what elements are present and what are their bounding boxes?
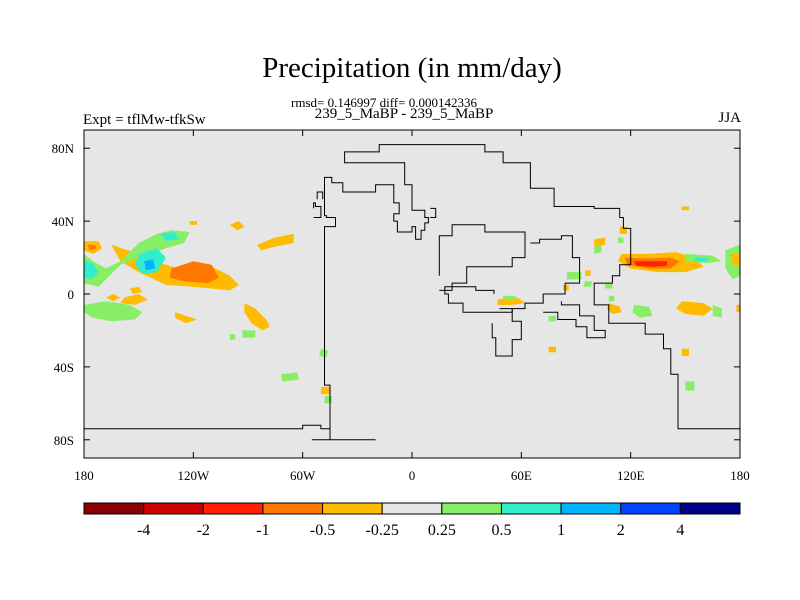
coastline-5 [491, 308, 522, 357]
coastline-7 [313, 202, 322, 218]
coastline-4 [444, 235, 581, 313]
coastline-8 [316, 191, 324, 200]
precip-region-15 [244, 303, 270, 331]
precip-region-8 [84, 261, 99, 280]
colorbar-swatch [381, 502, 443, 515]
precip-region-49 [681, 348, 689, 356]
x-tick-label: 120E [617, 468, 645, 483]
colorbar-swatch [202, 502, 264, 515]
precip-region-10 [144, 259, 156, 271]
chart-title: Precipitation (in mm/day) [262, 52, 562, 84]
y-tick-label: 0 [68, 287, 75, 302]
precip-region-37 [594, 244, 602, 254]
precip-regions [84, 206, 740, 404]
colorbar-label: -0.5 [310, 522, 335, 539]
colorbar-label: 0.25 [428, 522, 456, 539]
precip-region-48 [548, 346, 556, 353]
precip-region-1 [169, 261, 219, 284]
precip-region-51 [681, 206, 689, 211]
experiment-label: Expt = tflMw-tfkSw [83, 112, 206, 128]
precip-region-4 [84, 301, 143, 322]
colorbar-swatch [322, 502, 383, 515]
y-tick-label: 80S [54, 433, 74, 448]
x-tick-label: 0 [409, 468, 416, 483]
coastline-1 [84, 424, 330, 430]
y-axis: 80N 40N 0 40S 80S [52, 141, 740, 448]
colorbar-label: -1 [256, 522, 269, 539]
x-tick-label: 180 [730, 468, 750, 483]
precip-region-30 [607, 303, 622, 314]
precip-region-17 [242, 330, 256, 338]
precip-region-21 [324, 396, 332, 404]
coastline-9 [430, 207, 437, 218]
colorbar-swatch [441, 502, 502, 515]
precip-region-35 [566, 272, 582, 280]
colorbar: -4 -2 -1 -0.5 -0.25 0.25 0.5 1 2 4 [83, 502, 741, 539]
chart-subtitle: 239_5_MaBP - 239_5_MaBP [314, 106, 494, 122]
colorbar-label: -4 [137, 522, 150, 539]
precip-region-22 [229, 334, 236, 340]
precip-region-20 [320, 386, 330, 395]
precip-region-11 [160, 232, 179, 242]
precip-region-18 [280, 372, 299, 382]
precip-region-41 [583, 281, 593, 287]
season-label: JJA [718, 110, 741, 126]
precip-region-47 [548, 315, 556, 322]
precip-region-42 [563, 284, 569, 291]
plot-background [84, 130, 740, 458]
colorbar-label: 1 [557, 522, 565, 539]
precip-region-33 [712, 304, 722, 318]
x-tick-label: 60W [290, 468, 316, 483]
colorbar-swatch [262, 502, 324, 515]
colorbar-swatch [679, 502, 741, 515]
precip-region-34 [736, 304, 740, 313]
precip-region-12 [257, 233, 294, 251]
precip-region-39 [617, 237, 624, 243]
y-tick-label: 40S [54, 360, 74, 375]
coastline-0 [324, 144, 741, 440]
colorbar-label: -2 [197, 522, 210, 539]
colorbar-swatch [620, 502, 681, 515]
colorbar-swatch [560, 502, 622, 515]
precip-region-25 [634, 261, 668, 267]
precip-region-14 [129, 286, 143, 294]
precip-region-32 [676, 301, 713, 316]
colorbar-swatch [83, 502, 145, 515]
precip-region-2 [120, 294, 148, 305]
colorbar-swatch [500, 502, 562, 515]
colorbar-label: 0.5 [491, 522, 511, 539]
precip-region-44 [608, 295, 615, 302]
colorbar-swatch [143, 502, 204, 515]
precip-region-50 [685, 381, 695, 391]
continent-outlines [84, 144, 741, 441]
precip-region-46 [503, 295, 516, 300]
precip-region-52 [189, 221, 197, 225]
x-tick-label: 180 [74, 468, 94, 483]
precip-region-40 [585, 270, 591, 276]
precip-region-27 [694, 257, 708, 262]
x-tick-label: 120W [177, 468, 210, 483]
x-tick-label: 60E [511, 468, 532, 483]
colorbar-label: 4 [676, 522, 684, 539]
x-axis: 180 120W 60W 0 60E 120E 180 [74, 130, 750, 483]
precip-region-29 [730, 253, 740, 267]
colorbar-label: -0.25 [366, 522, 399, 539]
precip-region-31 [632, 304, 653, 318]
colorbar-label: 2 [617, 522, 625, 539]
precip-region-16 [175, 312, 197, 324]
coastline-3 [438, 224, 526, 291]
precip-region-13 [229, 221, 245, 231]
stats-line: rmsd= 0.146997 diff= 0.000142336 [291, 95, 477, 110]
precip-region-7 [84, 230, 190, 287]
y-tick-label: 40N [52, 214, 75, 229]
precip-region-6 [87, 244, 97, 251]
precip-region-3 [105, 294, 121, 302]
precip-region-36 [594, 237, 606, 247]
precip-region-43 [605, 283, 613, 289]
precip-region-19 [319, 348, 329, 358]
y-tick-label: 80N [52, 141, 75, 156]
coastline-6 [543, 301, 606, 339]
